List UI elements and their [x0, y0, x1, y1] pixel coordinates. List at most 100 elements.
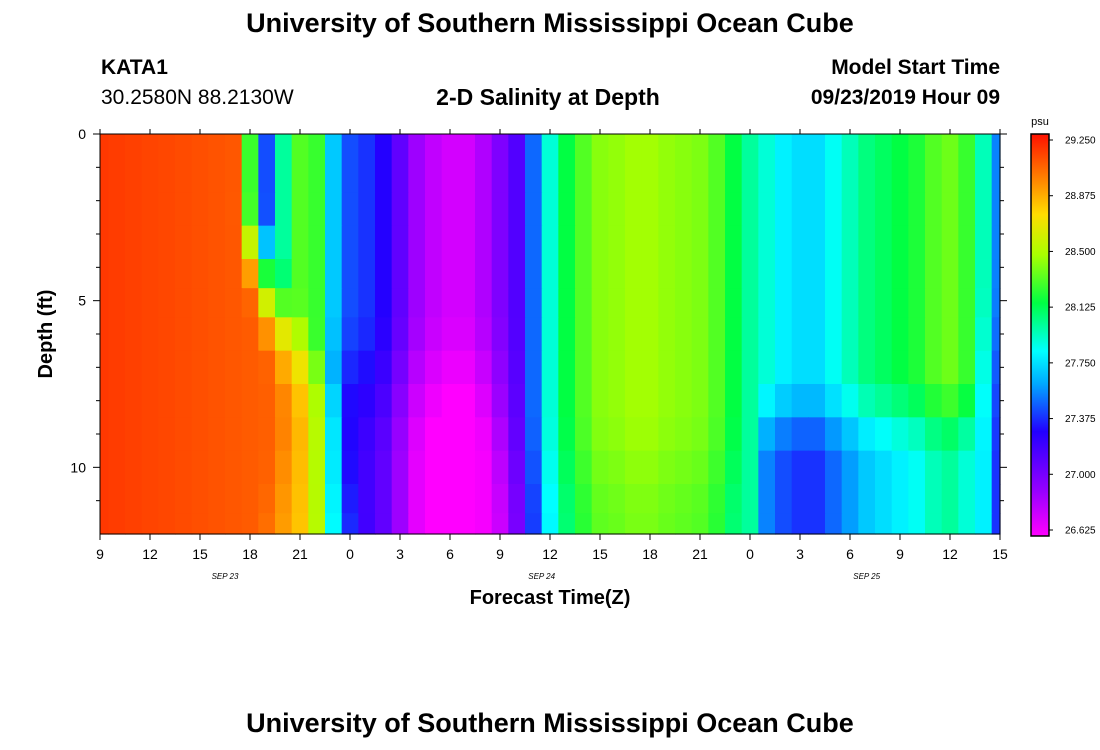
heatmap-cell: [191, 159, 209, 193]
heatmap-cell: [908, 159, 926, 193]
heatmap-cell: [508, 259, 526, 289]
heatmap-cell: [275, 259, 293, 289]
heatmap-cell: [191, 192, 209, 227]
heatmap-cell: [325, 450, 343, 485]
heatmap-cell: [741, 417, 759, 452]
heatmap-cell: [941, 259, 959, 289]
heatmap-cell: [375, 417, 393, 452]
heatmap-cell: [391, 159, 409, 193]
heatmap-cell: [375, 384, 393, 418]
x-tick-label: 18: [242, 546, 258, 562]
heatmap-cell: [375, 288, 393, 318]
heatmap-cell: [891, 484, 909, 514]
heatmap-cell: [158, 134, 176, 160]
heatmap-cell: [875, 513, 893, 535]
heatmap-cell: [475, 350, 493, 385]
heatmap-cell: [641, 259, 659, 289]
heatmap-cell: [608, 350, 626, 385]
heatmap-cell: [100, 288, 109, 318]
heatmap-cell: [358, 450, 376, 485]
heatmap-cell: [658, 350, 676, 385]
heatmap-cell: [291, 192, 309, 227]
heatmap-cell: [425, 417, 443, 452]
heatmap-cell: [591, 134, 609, 160]
heatmap-cell: [408, 513, 426, 535]
heatmap-cell: [991, 417, 1001, 452]
heatmap-cell: [658, 159, 676, 193]
heatmap-cell: [975, 384, 993, 418]
heatmap-cell: [858, 134, 876, 160]
heatmap-cell: [441, 350, 459, 385]
heatmap-cell: [575, 317, 593, 352]
heatmap-cell: [625, 134, 643, 160]
heatmap-cell: [825, 134, 843, 160]
heatmap-cell: [191, 513, 209, 535]
heatmap-cell: [341, 192, 359, 227]
heatmap-cell: [158, 259, 176, 289]
heatmap-cell: [441, 317, 459, 352]
heatmap-cell: [791, 513, 809, 535]
heatmap-cell: [708, 450, 726, 485]
colorbar-tick-label: 27.000: [1065, 470, 1096, 481]
heatmap-cell: [925, 288, 943, 318]
heatmap-cell: [758, 384, 776, 418]
heatmap-cell: [608, 134, 626, 160]
heatmap-cell: [408, 134, 426, 160]
heatmap-cell: [391, 317, 409, 352]
heatmap-cell: [358, 513, 376, 535]
heatmap-cell: [258, 288, 276, 318]
heatmap-cell: [908, 259, 926, 289]
heatmap-cell: [991, 384, 1001, 418]
heatmap-cell: [975, 417, 993, 452]
heatmap-cell: [308, 350, 326, 385]
heatmap-cell: [458, 159, 476, 193]
heatmap-cell: [658, 417, 676, 452]
heatmap-cell: [858, 350, 876, 385]
heatmap-cell: [741, 513, 759, 535]
heatmap-cell: [975, 192, 993, 227]
heatmap-cell: [641, 450, 659, 485]
heatmap-cell: [891, 288, 909, 318]
heatmap-cell: [525, 484, 543, 514]
heatmap-cell: [108, 484, 126, 514]
heatmap-cell: [641, 317, 659, 352]
heatmap-cell: [675, 225, 693, 260]
heatmap-cell: [208, 384, 226, 418]
heatmap-cell: [975, 317, 993, 352]
heatmap-cell: [275, 317, 293, 352]
heatmap-cell: [391, 288, 409, 318]
heatmap-cell: [425, 288, 443, 318]
heatmap-cell: [675, 513, 693, 535]
heatmap-cell: [875, 450, 893, 485]
heatmap-cell: [241, 384, 259, 418]
heatmap-cell: [941, 350, 959, 385]
heatmap-cell: [625, 513, 643, 535]
heatmap-cell: [691, 417, 709, 452]
heatmap-cell: [625, 192, 643, 227]
heatmap-cell: [758, 317, 776, 352]
heatmap-cell: [758, 350, 776, 385]
x-tick-label: 18: [642, 546, 658, 562]
heatmap-cell: [658, 484, 676, 514]
heatmap-cell: [725, 259, 743, 289]
heatmap-cell: [791, 450, 809, 485]
heatmap-cell: [275, 134, 293, 160]
heatmap-cell: [191, 288, 209, 318]
x-tick-label: 3: [796, 546, 804, 562]
heatmap-cell: [725, 317, 743, 352]
heatmap-cell: [475, 384, 493, 418]
heatmap-cell: [875, 259, 893, 289]
heatmap-cell: [125, 259, 143, 289]
heatmap-cell: [641, 134, 659, 160]
heatmap-cell: [958, 159, 976, 193]
heatmap-cell: [508, 450, 526, 485]
heatmap-cell: [925, 192, 943, 227]
heatmap-cell: [825, 484, 843, 514]
heatmap-cell: [575, 384, 593, 418]
heatmap-cell: [491, 450, 509, 485]
heatmap-cell: [391, 350, 409, 385]
heatmap-cell: [108, 384, 126, 418]
heatmap-cell: [341, 288, 359, 318]
heatmap-cell: [258, 513, 276, 535]
